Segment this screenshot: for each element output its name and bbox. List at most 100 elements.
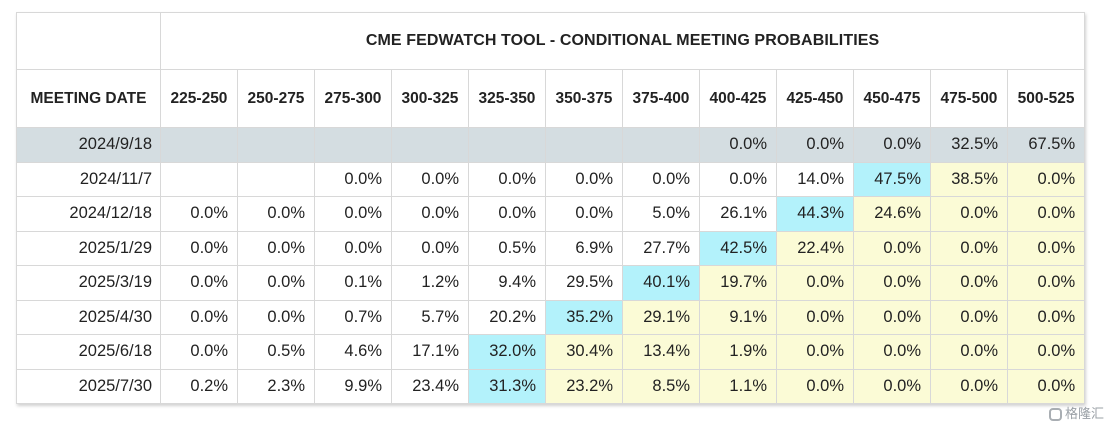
rate-range-header: 225-250 xyxy=(160,69,238,128)
probability-cell: 13.4% xyxy=(622,334,700,370)
meeting-date-cell: 2025/4/30 xyxy=(16,299,161,335)
probability-cell: 0.0% xyxy=(314,230,392,266)
probability-cell: 0.1% xyxy=(314,265,392,301)
table-row: 2025/1/29 0.0% 0.0% 0.0% 0.0% 0.5% 6.9% 27.7% 42… xyxy=(16,230,1086,266)
probability-cell: 0.0% xyxy=(930,368,1008,404)
table-row: 2025/3/19 0.0% 0.0% 0.1% 1.2% 9.4% 29.5% 40.1% 1… xyxy=(16,265,1086,301)
rate-range-header: 500-525 xyxy=(1006,69,1086,128)
probability-cell: 0.0% xyxy=(237,299,315,335)
probability-cell: 0.0% xyxy=(160,230,238,266)
probability-cell: 0.0% xyxy=(776,299,854,335)
probability-cell: 0.0% xyxy=(853,368,931,404)
meeting-date-cell: 2025/7/30 xyxy=(16,368,161,404)
probability-cell: 44.3% xyxy=(776,196,854,232)
probability-cell: 9.1% xyxy=(699,299,777,335)
probability-cell: 29.1% xyxy=(622,299,700,335)
rate-range-header: 400-425 xyxy=(699,69,777,128)
probability-cell: 0.0% xyxy=(545,161,623,197)
meeting-date-cell: 2025/3/19 xyxy=(16,265,161,301)
probability-cell: 0.0% xyxy=(853,265,931,301)
meeting-date-cell: 2025/1/29 xyxy=(16,230,161,266)
probability-cell: 1.9% xyxy=(699,334,777,370)
header-row: MEETING DATE 225-250 250-275 275-300 300-32… xyxy=(16,69,1086,128)
corner-cell xyxy=(16,12,161,70)
probability-cell: 23.4% xyxy=(391,368,469,404)
probability-cell: 47.5% xyxy=(853,161,931,197)
probability-cell: 0.0% xyxy=(1006,230,1086,266)
table-row: 2025/4/30 0.0% 0.0% 0.7% 5.7% 20.2% 35.2% 29.1%… xyxy=(16,299,1086,335)
probability-cell: 0.0% xyxy=(622,161,700,197)
fedwatch-table-container: CME FEDWATCH TOOL - CONDITIONAL MEETING … xyxy=(16,12,1086,404)
probability-cell: 23.2% xyxy=(545,368,623,404)
probability-cell: 14.0% xyxy=(776,161,854,197)
probability-cell: 0.0% xyxy=(160,299,238,335)
table-row: 2024/12/18 0.0% 0.0% 0.0% 0.0% 0.0% 0.0% 5.0% 26… xyxy=(16,196,1086,232)
probability-cell xyxy=(314,127,392,163)
probability-cell: 27.7% xyxy=(622,230,700,266)
probability-cell: 0.5% xyxy=(468,230,546,266)
probability-cell: 0.0% xyxy=(545,196,623,232)
meeting-date-cell: 2024/12/18 xyxy=(16,196,161,232)
probability-cell: 0.0% xyxy=(853,334,931,370)
table-title: CME FEDWATCH TOOL - CONDITIONAL MEETING … xyxy=(159,12,1086,70)
probability-cell: 0.0% xyxy=(314,196,392,232)
probability-cell: 42.5% xyxy=(699,230,777,266)
probability-cell: 0.0% xyxy=(930,299,1008,335)
probability-cell: 0.0% xyxy=(1006,368,1086,404)
probability-cell: 4.6% xyxy=(314,334,392,370)
probability-cell: 0.0% xyxy=(160,334,238,370)
probability-cell: 0.0% xyxy=(237,196,315,232)
probability-cell: 0.0% xyxy=(160,265,238,301)
probability-cell: 32.5% xyxy=(930,127,1008,163)
watermark-text: 格隆汇 xyxy=(1064,406,1104,421)
probability-cell: 0.0% xyxy=(1006,334,1086,370)
probability-cell: 0.7% xyxy=(314,299,392,335)
rate-range-header: 250-275 xyxy=(237,69,315,128)
probability-table: CME FEDWATCH TOOL - CONDITIONAL MEETING … xyxy=(16,12,1086,404)
probability-cell xyxy=(237,127,315,163)
probability-cell: 0.0% xyxy=(930,196,1008,232)
probability-cell: 0.0% xyxy=(160,196,238,232)
probability-cell: 0.0% xyxy=(699,161,777,197)
probability-cell: 0.0% xyxy=(776,127,854,163)
probability-cell: 0.2% xyxy=(160,368,238,404)
probability-cell: 9.4% xyxy=(468,265,546,301)
probability-cell: 0.0% xyxy=(391,161,469,197)
probability-cell: 0.0% xyxy=(391,196,469,232)
probability-cell: 0.0% xyxy=(391,230,469,266)
table-row: 2025/7/30 0.2% 2.3% 9.9% 23.4% 31.3% 23.2% 8.5%… xyxy=(16,368,1086,404)
probability-cell: 0.0% xyxy=(853,230,931,266)
probability-cell: 38.5% xyxy=(930,161,1008,197)
probability-cell: 35.2% xyxy=(545,299,623,335)
probability-cell: 0.0% xyxy=(930,265,1008,301)
probability-cell: 29.5% xyxy=(545,265,623,301)
rate-range-header: 325-350 xyxy=(468,69,546,128)
meeting-date-cell: 2024/11/7 xyxy=(16,161,161,197)
probability-cell: 0.0% xyxy=(930,230,1008,266)
probability-cell xyxy=(160,161,238,197)
probability-cell: 0.0% xyxy=(853,127,931,163)
probability-cell: 24.6% xyxy=(853,196,931,232)
probability-cell: 6.9% xyxy=(545,230,623,266)
probability-cell: 1.1% xyxy=(699,368,777,404)
probability-cell xyxy=(622,127,700,163)
probability-cell xyxy=(545,127,623,163)
gelonghui-logo-icon xyxy=(1048,408,1062,421)
meeting-date-cell: 2025/6/18 xyxy=(16,334,161,370)
probability-cell: 0.0% xyxy=(776,368,854,404)
table-row: 2024/9/18 0.0% 0.0% 0.0% 32.5% 67.5% xyxy=(16,127,1086,163)
probability-cell: 32.0% xyxy=(468,334,546,370)
watermark: 格隆汇 xyxy=(1048,403,1104,422)
probability-cell: 0.0% xyxy=(468,161,546,197)
probability-cell: 0.0% xyxy=(468,196,546,232)
probability-cell: 0.0% xyxy=(699,127,777,163)
probability-cell: 0.5% xyxy=(237,334,315,370)
probability-cell: 26.1% xyxy=(699,196,777,232)
probability-cell: 22.4% xyxy=(776,230,854,266)
probability-cell: 31.3% xyxy=(468,368,546,404)
rate-range-header: 350-375 xyxy=(545,69,623,128)
meeting-date-cell: 2024/9/18 xyxy=(16,127,161,163)
probability-cell: 30.4% xyxy=(545,334,623,370)
rate-range-header: 275-300 xyxy=(314,69,392,128)
table-body: 2024/9/18 0.0% 0.0% 0.0% 32.5% 67.5% 2024/11/7… xyxy=(16,127,1086,404)
